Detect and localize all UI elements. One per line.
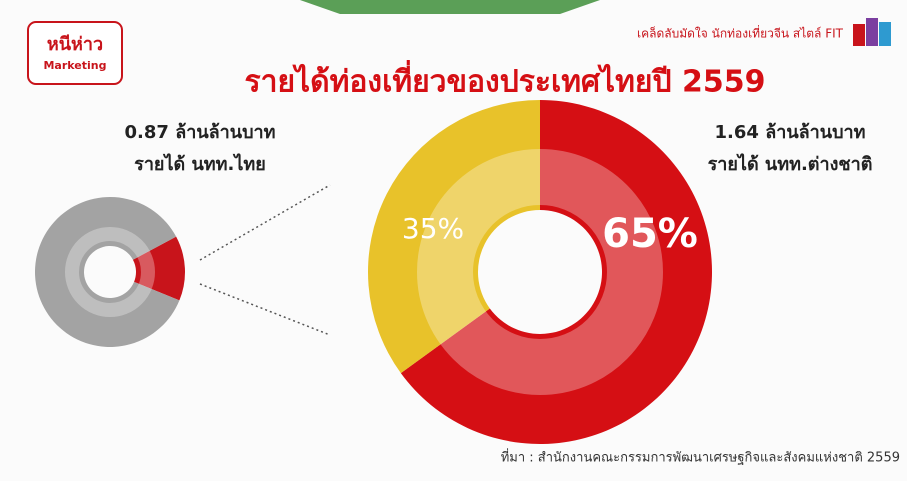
source: ที่มา : สำนักงานคณะกรรมการพัฒนาเศรษฐกิจแ… bbox=[501, 449, 900, 466]
top-banner bbox=[300, 0, 600, 14]
donut-slice bbox=[132, 236, 185, 301]
logo-icon bbox=[853, 24, 865, 46]
logo-box bbox=[27, 21, 123, 85]
logo: หนีห่าว bbox=[47, 34, 103, 55]
annotation: 1.64 ล้านล้านบาท bbox=[715, 122, 866, 143]
donut-slice bbox=[35, 197, 180, 348]
value-label: 35% bbox=[402, 212, 464, 245]
connector bbox=[199, 283, 331, 336]
inner-ring bbox=[65, 227, 155, 317]
connector bbox=[199, 184, 331, 261]
value-label: 65% bbox=[602, 211, 698, 257]
annotation: 0.87 ล้านล้านบาท bbox=[125, 122, 276, 143]
donut-slice bbox=[400, 100, 713, 444]
annotation: รายได้ นทท.ไทย bbox=[134, 153, 266, 175]
tagline: เคล็ดลับมัดใจ นักท่องเที่ยวจีน สไตล์ FIT bbox=[637, 25, 844, 41]
donut-slice bbox=[368, 100, 540, 374]
chart-title: รายได้ท่องเที่ยวของประเทศไทยปี 2559 bbox=[245, 60, 766, 100]
logo-sub: Marketing bbox=[43, 59, 106, 72]
logo-icon bbox=[866, 18, 878, 46]
logo-icon bbox=[879, 22, 891, 46]
inner-ring bbox=[417, 149, 663, 395]
annotation: รายได้ นทท.ต่างชาติ bbox=[708, 153, 873, 175]
